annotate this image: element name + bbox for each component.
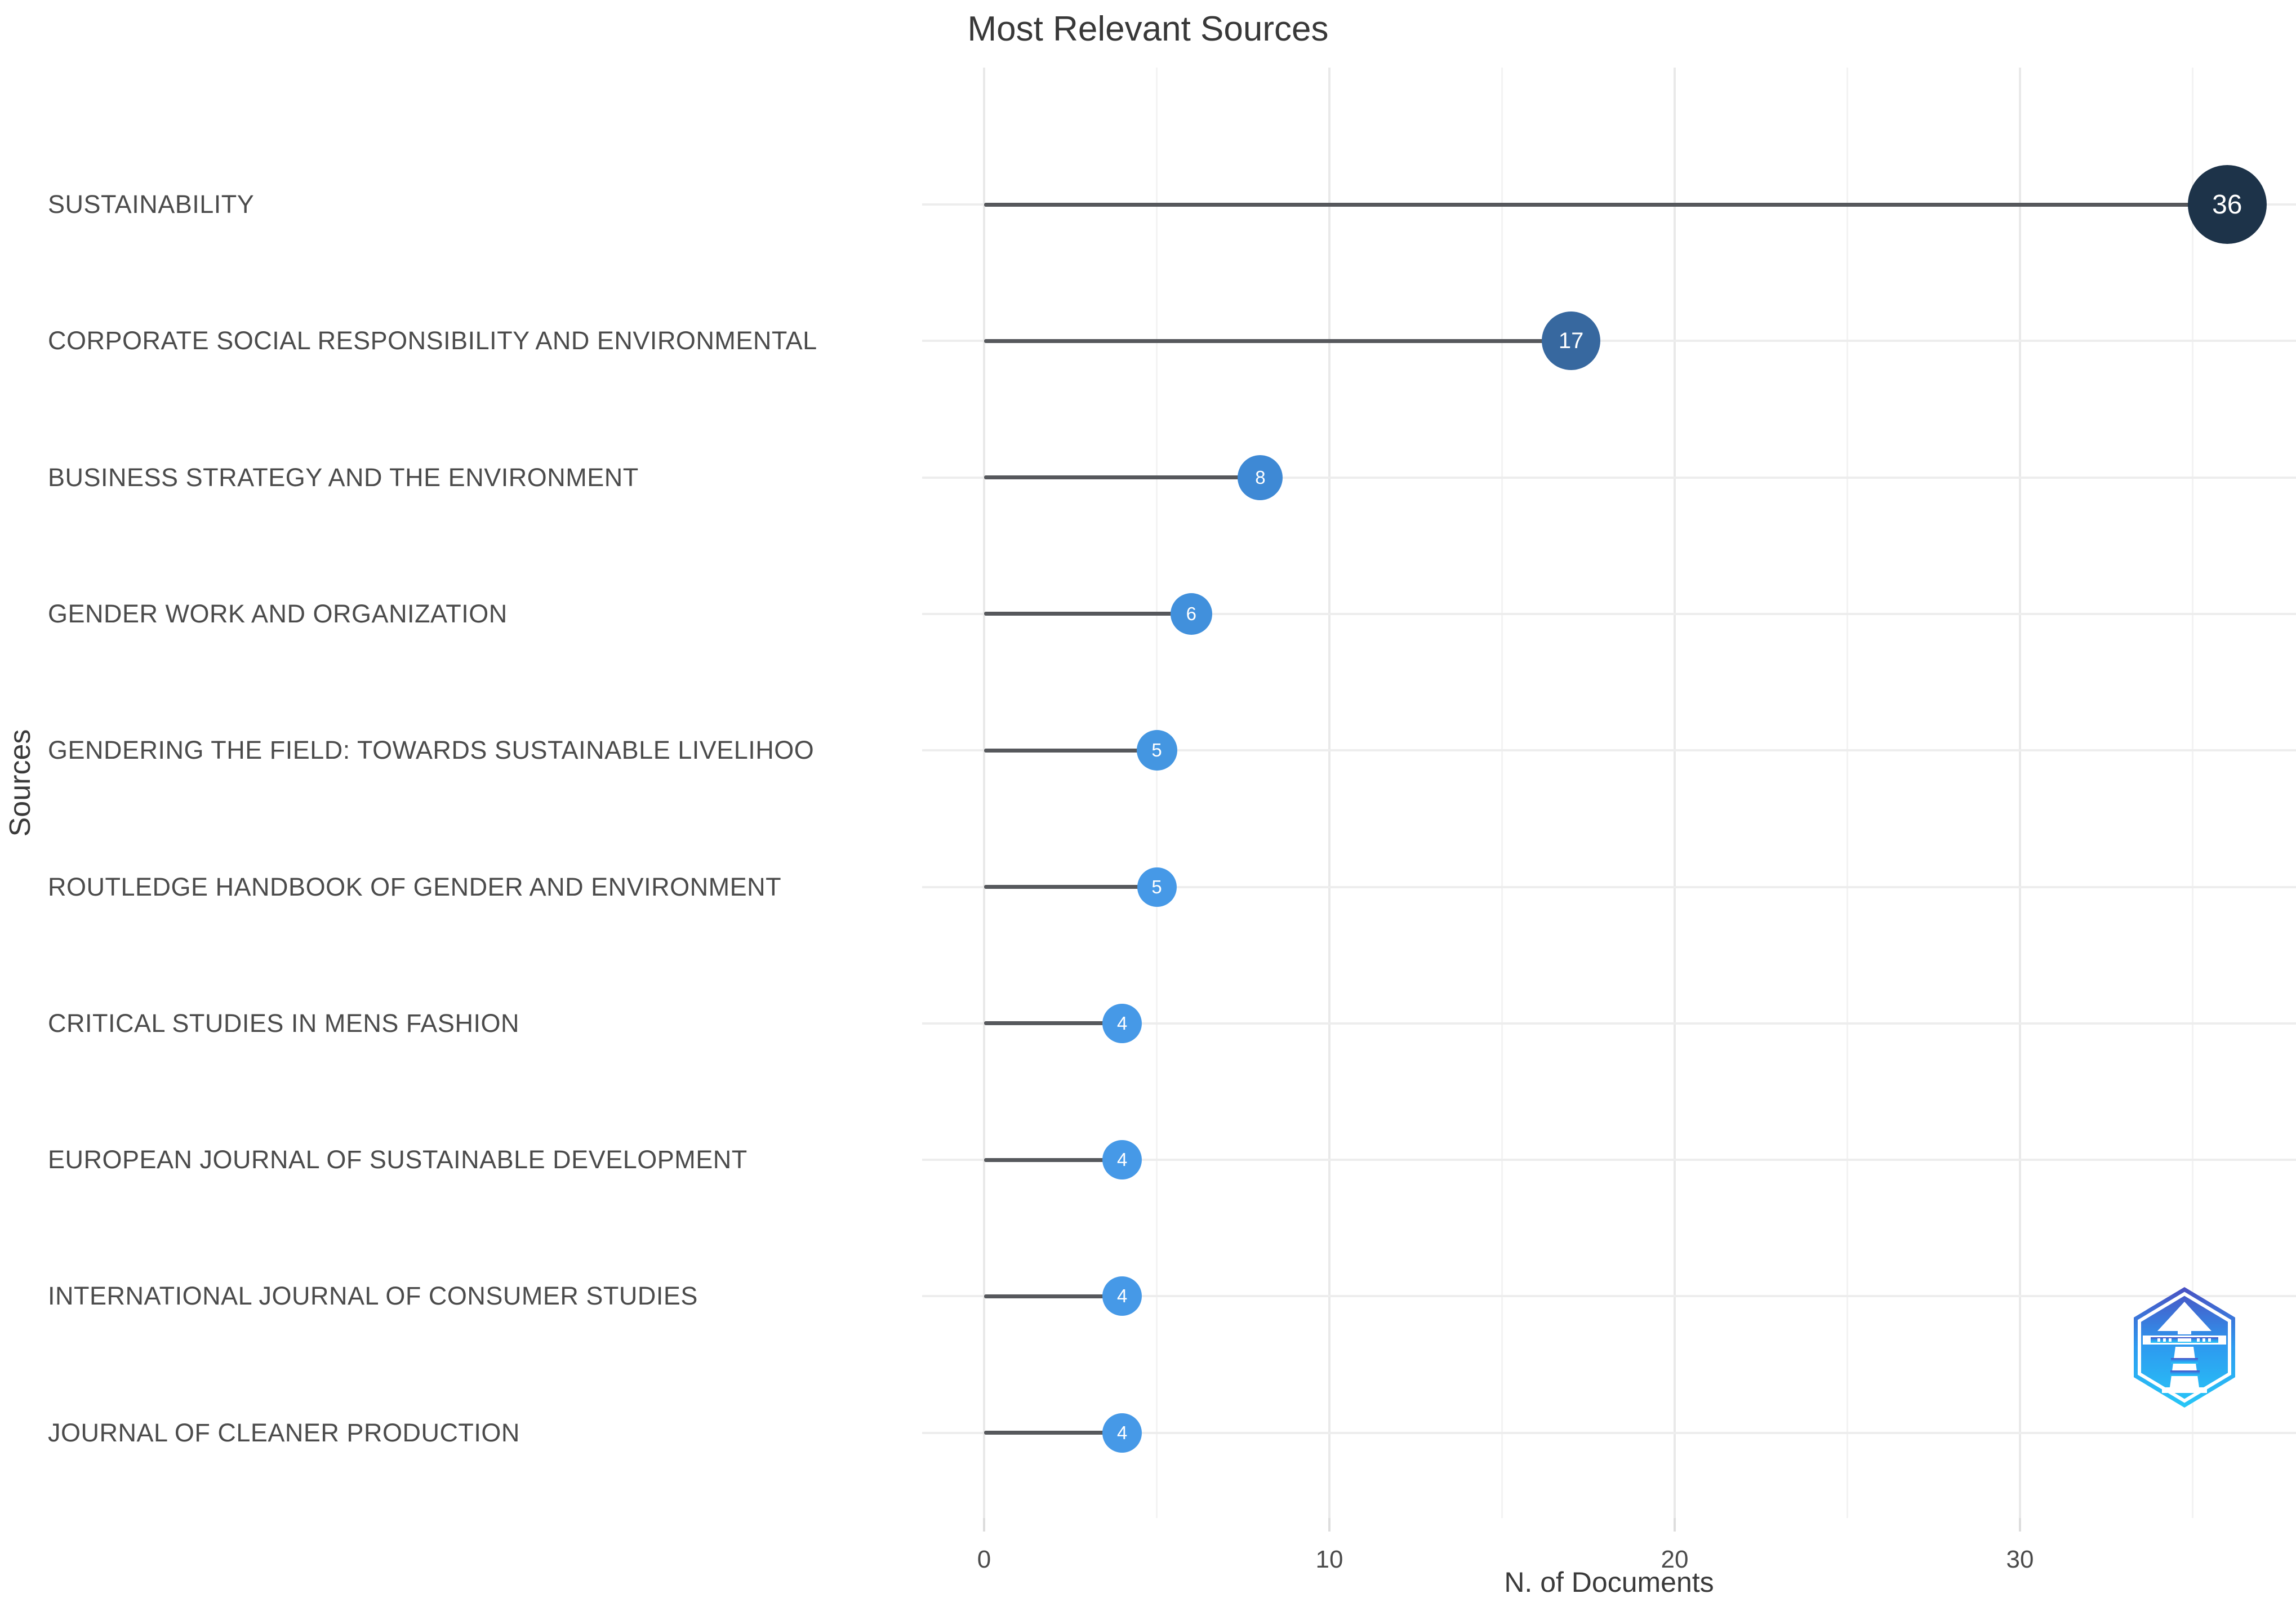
category-label: SUSTAINABILITY [48, 190, 255, 219]
y-gridline [922, 612, 2296, 615]
y-gridline [922, 476, 2296, 479]
value-dot: 4 [1102, 1003, 1142, 1043]
value-dot: 4 [1102, 1276, 1142, 1316]
value-dot: 5 [1136, 730, 1177, 771]
category-label: CRITICAL STUDIES IN MENS FASHION [48, 1008, 519, 1038]
x-tick-mark [1328, 1518, 1331, 1532]
stem-line [984, 1158, 1123, 1162]
x-tick-mark [983, 1518, 985, 1532]
x-major-gridline [1328, 68, 1331, 1518]
category-label: GENDER WORK AND ORGANIZATION [48, 599, 508, 628]
stem-line [984, 202, 2227, 207]
value-dot: 4 [1102, 1140, 1142, 1180]
y-gridline [922, 1159, 2296, 1161]
category-label: INTERNATIONAL JOURNAL OF CONSUMER STUDIE… [48, 1281, 698, 1311]
x-minor-gridline [1501, 68, 1503, 1518]
x-major-gridline [983, 68, 985, 1518]
value-dot: 36 [2187, 165, 2267, 244]
category-label: GENDERING THE FIELD: TOWARDS SUSTAINABLE… [48, 736, 815, 765]
lighthouse-icon [2143, 1302, 2226, 1393]
x-minor-gridline [2192, 68, 2193, 1518]
category-label: ROUTLEDGE HANDBOOK OF GENDER AND ENVIRON… [48, 872, 782, 901]
category-label: EUROPEAN JOURNAL OF SUSTAINABLE DEVELOPM… [48, 1145, 747, 1174]
value-dot: 5 [1137, 867, 1177, 907]
stem-line [984, 475, 1261, 480]
y-axis-title: Sources [4, 729, 37, 837]
x-tick-mark [2019, 1518, 2021, 1532]
x-minor-gridline [1846, 68, 1848, 1518]
x-tick-label: 20 [1661, 1546, 1689, 1573]
x-tick-label: 0 [977, 1546, 991, 1573]
y-gridline [922, 1022, 2296, 1025]
x-minor-gridline [1156, 68, 1158, 1518]
category-label: BUSINESS STRATEGY AND THE ENVIRONMENT [48, 462, 639, 492]
stem-line [984, 1431, 1123, 1435]
x-major-gridline [1674, 68, 1676, 1518]
y-gridline [922, 885, 2296, 888]
x-axis-title: N. of Documents [1504, 1566, 1714, 1598]
stem-line [984, 612, 1191, 616]
value-dot: 6 [1170, 593, 1212, 635]
value-dot: 8 [1238, 455, 1283, 500]
x-tick-label: 10 [1315, 1546, 1343, 1573]
value-dot: 17 [1542, 311, 1601, 371]
x-major-gridline [2019, 68, 2021, 1518]
category-label: CORPORATE SOCIAL RESPONSIBILITY AND ENVI… [48, 326, 817, 355]
y-gridline [922, 340, 2296, 342]
stem-line [984, 748, 1157, 753]
category-label: JOURNAL OF CLEANER PRODUCTION [48, 1418, 520, 1447]
x-tick-label: 30 [2006, 1546, 2034, 1573]
y-gridline [922, 1431, 2296, 1434]
stem-line [984, 885, 1157, 889]
stem-line [984, 1294, 1123, 1298]
y-gridline [922, 1295, 2296, 1298]
chart-title: Most Relevant Sources [967, 10, 1329, 48]
y-gridline [922, 749, 2296, 752]
value-dot: 4 [1102, 1413, 1142, 1453]
bibliometrix-lighthouse-logo [2134, 1287, 2235, 1408]
x-tick-mark [1674, 1518, 1676, 1532]
stem-line [984, 1021, 1123, 1026]
stem-line [984, 339, 1572, 343]
